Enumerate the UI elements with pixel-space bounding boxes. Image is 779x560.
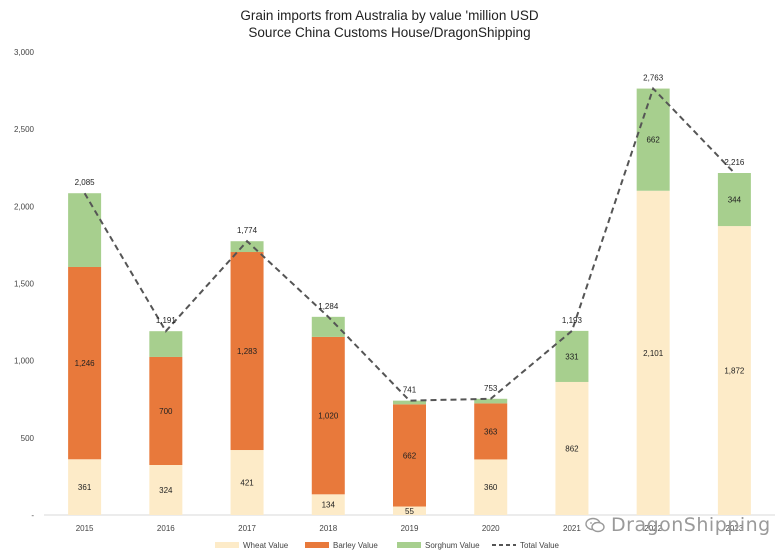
data-label: 344 bbox=[728, 196, 742, 205]
bar-wheat-value bbox=[149, 464, 183, 515]
y-tick-label: 1,500 bbox=[14, 280, 35, 289]
bar-sorghum-value bbox=[149, 331, 183, 357]
bar-wheat-value bbox=[311, 494, 345, 515]
total-label: 2,216 bbox=[724, 158, 745, 167]
legend-label: Barley Value bbox=[333, 541, 378, 550]
bar-barley-value bbox=[393, 404, 426, 507]
y-tick-label: - bbox=[31, 511, 34, 520]
bar-wheat-value bbox=[717, 226, 751, 515]
data-label: 1,246 bbox=[75, 359, 96, 368]
total-value-line bbox=[83, 86, 736, 402]
data-label: 2,101 bbox=[643, 349, 664, 358]
y-tick-label: 2,000 bbox=[14, 202, 35, 211]
x-tick-label: 2015 bbox=[76, 524, 94, 533]
bar-sorghum-value bbox=[68, 193, 102, 267]
bar-wheat-value bbox=[636, 190, 670, 515]
bar-barley-value bbox=[230, 252, 264, 451]
data-label: 134 bbox=[322, 501, 336, 510]
y-tick-label: 3,000 bbox=[14, 48, 35, 57]
x-tick-label: 2021 bbox=[563, 524, 581, 533]
watermark: DragonShipping bbox=[585, 514, 771, 536]
data-label: 360 bbox=[484, 483, 498, 492]
chart-subtitle: Source China Customs House/DragonShippin… bbox=[248, 25, 531, 40]
bar-wheat-value bbox=[555, 381, 589, 515]
bar-sorghum-value bbox=[311, 316, 345, 337]
legend-label: Wheat Value bbox=[243, 541, 289, 550]
bar-sorghum-value bbox=[717, 172, 751, 227]
data-label: 700 bbox=[159, 407, 173, 416]
total-label: 741 bbox=[403, 386, 417, 395]
y-tick-label: 2,500 bbox=[14, 125, 35, 134]
bar-barley-value bbox=[68, 266, 102, 460]
legend-swatch bbox=[305, 542, 329, 548]
x-tick-label: 2023 bbox=[725, 524, 743, 533]
data-label: 1,283 bbox=[237, 347, 258, 356]
bar-wheat-value bbox=[393, 506, 426, 515]
bar-wheat-value bbox=[230, 450, 264, 515]
data-label: 421 bbox=[240, 479, 254, 488]
x-tick-label: 2019 bbox=[401, 524, 419, 533]
data-label: 324 bbox=[159, 486, 173, 495]
legend-label: Sorghum Value bbox=[425, 541, 480, 550]
total-label: 1,774 bbox=[237, 226, 258, 235]
total-label: 1,284 bbox=[318, 302, 339, 311]
y-tick-label: 1,000 bbox=[14, 357, 35, 366]
x-tick-label: 2017 bbox=[238, 524, 256, 533]
total-label: 1,191 bbox=[156, 316, 177, 325]
bar-barley-value bbox=[474, 403, 508, 460]
data-label: 331 bbox=[565, 352, 579, 361]
bar-sorghum-value bbox=[230, 241, 264, 253]
legend-label: Total Value bbox=[520, 541, 560, 550]
bar-sorghum-value bbox=[393, 400, 426, 405]
total-label: 753 bbox=[484, 384, 498, 393]
data-label: 361 bbox=[78, 483, 92, 492]
x-tick-label: 2016 bbox=[157, 524, 175, 533]
legend-swatch bbox=[215, 542, 239, 548]
bar-barley-value bbox=[149, 356, 183, 465]
y-tick-label: 500 bbox=[21, 434, 35, 443]
watermark-text: DragonShipping bbox=[611, 514, 771, 536]
data-label: 862 bbox=[565, 444, 579, 453]
wechat-icon bbox=[585, 517, 605, 533]
x-tick-label: 2018 bbox=[319, 524, 337, 533]
legend-swatch bbox=[397, 542, 421, 548]
bar-wheat-value bbox=[68, 459, 102, 515]
data-label: 1,872 bbox=[724, 367, 745, 376]
bar-sorghum-value bbox=[636, 88, 670, 191]
x-tick-label: 2020 bbox=[482, 524, 500, 533]
x-tick-label: 2022 bbox=[644, 524, 662, 533]
total-label: 2,085 bbox=[75, 178, 96, 187]
total-label: 2,763 bbox=[643, 74, 664, 83]
total-label: 1,193 bbox=[562, 316, 583, 325]
data-label: 1,020 bbox=[318, 412, 339, 421]
data-label: 55 bbox=[405, 507, 414, 516]
bar-sorghum-value bbox=[474, 398, 508, 404]
data-label: 363 bbox=[484, 427, 498, 436]
bar-wheat-value bbox=[474, 459, 508, 515]
bar-barley-value bbox=[311, 336, 345, 495]
data-label: 662 bbox=[403, 451, 417, 460]
data-label: 662 bbox=[646, 136, 660, 145]
chart-title: Grain imports from Australia by value 'm… bbox=[240, 8, 539, 23]
